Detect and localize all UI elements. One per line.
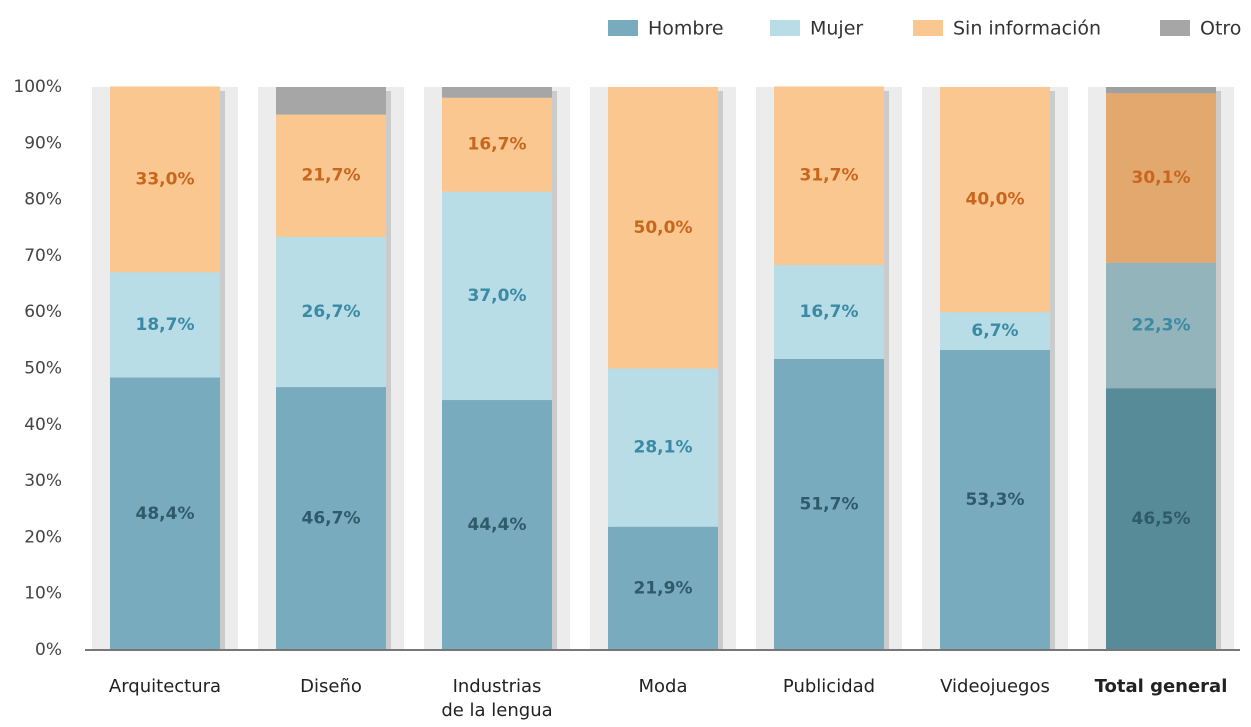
bar-segment xyxy=(774,358,884,650)
y-tick-label: 90% xyxy=(24,133,62,153)
legend-label: Sin información xyxy=(953,18,1101,40)
bar-segment xyxy=(608,87,718,369)
x-tick-label: Publicidad xyxy=(782,676,876,697)
data-label: 22,3% xyxy=(1132,315,1191,335)
x-tick-label: Videojuegos xyxy=(940,676,1050,697)
data-label: 21,7% xyxy=(302,166,361,186)
data-label: 37,0% xyxy=(468,286,527,306)
bar-segment xyxy=(774,264,884,359)
data-label: 33,0% xyxy=(136,169,195,189)
legend-swatch xyxy=(608,20,638,36)
y-tick-label: 0% xyxy=(35,640,62,660)
data-label: 31,7% xyxy=(800,166,859,186)
data-label: 6,7% xyxy=(971,321,1018,341)
bar-segment xyxy=(110,377,220,650)
y-tick-label: 80% xyxy=(24,190,62,210)
data-label: 40,0% xyxy=(966,190,1025,210)
data-label: 28,1% xyxy=(634,438,693,458)
data-label: 51,7% xyxy=(800,494,859,514)
data-label: 16,7% xyxy=(468,135,527,155)
legend-label: Mujer xyxy=(810,18,863,40)
bar-segment xyxy=(276,236,386,388)
data-label: 48,4% xyxy=(136,504,195,524)
bar-segment xyxy=(442,191,552,401)
legend-swatch xyxy=(913,20,943,36)
y-tick-label: 100% xyxy=(13,77,62,97)
y-tick-label: 10% xyxy=(24,584,62,604)
x-tick-label: Industrias de la lengua xyxy=(441,676,553,721)
bar-segment xyxy=(1106,93,1216,263)
x-tick-label: Diseño xyxy=(300,676,362,697)
y-tick-label: 20% xyxy=(24,527,62,547)
bar-segment xyxy=(442,87,552,98)
bar-segment xyxy=(608,526,718,650)
bar-segment xyxy=(276,114,386,237)
legend-label: Otro xyxy=(1200,18,1241,40)
y-tick-label: 60% xyxy=(24,302,62,322)
bar-segment xyxy=(940,312,1050,350)
data-label: 46,7% xyxy=(302,509,361,529)
y-tick-label: 70% xyxy=(24,246,62,266)
data-label: 18,7% xyxy=(136,315,195,335)
bar-segment xyxy=(608,368,718,527)
data-label: 30,1% xyxy=(1132,168,1191,188)
legend-label: Hombre xyxy=(648,18,724,40)
data-label: 46,5% xyxy=(1132,509,1191,529)
x-tick-label: Arquitectura xyxy=(108,676,222,697)
legend-swatch xyxy=(1160,20,1190,36)
bar-segment xyxy=(774,86,884,265)
y-tick-label: 40% xyxy=(24,415,62,435)
bar-segment xyxy=(1106,262,1216,389)
y-tick-label: 30% xyxy=(24,471,62,491)
legend-swatch xyxy=(770,20,800,36)
data-label: 21,9% xyxy=(634,578,693,598)
data-label: 50,0% xyxy=(634,218,693,238)
bar-segment xyxy=(1106,87,1216,94)
bar-segment xyxy=(442,97,552,192)
bar-segment xyxy=(276,387,386,650)
bar-segment xyxy=(940,87,1050,313)
data-label: 53,3% xyxy=(966,490,1025,510)
bar-segment xyxy=(276,87,386,115)
x-tick-label: Total general xyxy=(1094,676,1228,697)
x-tick-label: Moda xyxy=(638,676,688,697)
data-label: 26,7% xyxy=(302,302,361,322)
bar-segment xyxy=(110,272,220,378)
bar-segment xyxy=(442,400,552,650)
bar-segment xyxy=(940,349,1050,650)
data-label: 16,7% xyxy=(800,302,859,322)
data-label: 44,4% xyxy=(468,515,527,535)
bar-segment xyxy=(110,86,220,273)
bar-segment xyxy=(1106,388,1216,650)
y-tick-label: 50% xyxy=(24,359,62,379)
